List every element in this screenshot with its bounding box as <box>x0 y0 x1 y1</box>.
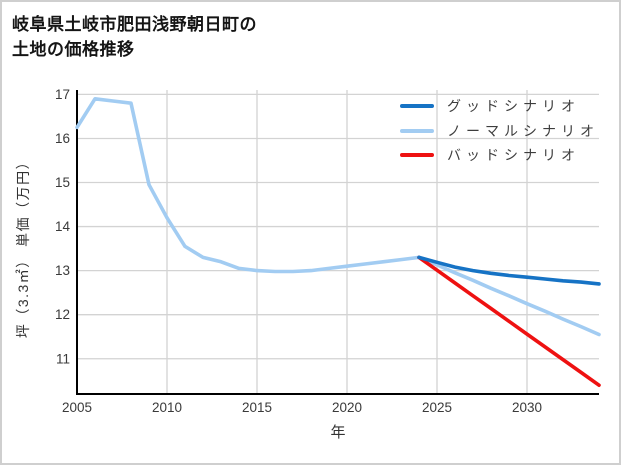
series-line-normal <box>75 97 601 337</box>
legend-item-bad: バッドシナリオ <box>400 143 599 168</box>
legend-label-normal: ノーマルシナリオ <box>447 122 599 139</box>
legend: グッドシナリオノーマルシナリオ バッドシナリオ <box>400 94 599 168</box>
legend-line-swatch-bad <box>400 153 434 158</box>
legend-item-good: グッドシナリオ <box>400 94 599 119</box>
chart-title-line2: 土地の価格推移 <box>12 40 135 59</box>
chart-title: 岐阜県土岐市肥田浅野朝日町の 土地の価格推移 <box>12 12 257 62</box>
legend-line-swatch-good <box>400 104 434 109</box>
y-tick-label: 12 <box>55 307 70 322</box>
legend-item-normal: ノーマルシナリオ <box>400 119 599 144</box>
x-tick-label: 2030 <box>512 400 542 415</box>
tick-labels: 11 12 13 14 15 16 17 2005 2010 2015 2020 2025 2030 <box>55 87 542 415</box>
x-tick-label: 2020 <box>332 400 362 415</box>
legend-line-swatch-normal <box>400 128 434 133</box>
y-tick-label: 16 <box>55 131 70 146</box>
y-tick-label: 11 <box>56 351 70 366</box>
x-tick-label: 2010 <box>152 400 182 415</box>
series-line-bad <box>417 255 601 388</box>
y-tick-label: 14 <box>55 219 71 234</box>
x-tick-label: 2015 <box>242 400 272 415</box>
gridlines <box>76 90 599 394</box>
series-lines <box>75 97 601 388</box>
y-tick-label: 17 <box>55 87 70 102</box>
x-axis-label: 年 <box>330 424 346 441</box>
legend-label-good: グッドシナリオ <box>447 98 580 115</box>
chart-title-line1: 岐阜県土岐市肥田浅野朝日町の <box>12 15 257 34</box>
y-tick-label: 13 <box>55 263 70 278</box>
x-tick-label: 2005 <box>62 400 92 415</box>
axis-spines <box>76 90 599 395</box>
legend-label-bad: バッドシナリオ <box>447 147 580 164</box>
series-line-good <box>417 255 601 286</box>
y-tick-label: 15 <box>55 175 70 190</box>
y-axis-label: 坪（3.3㎡） 単価（万円） <box>15 153 31 339</box>
x-tick-label: 2025 <box>422 400 452 415</box>
